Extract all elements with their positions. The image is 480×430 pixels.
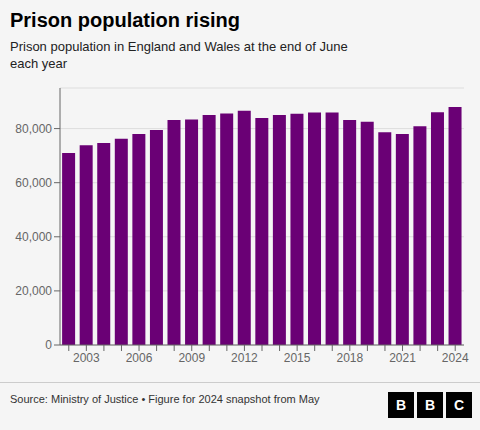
svg-text:2024: 2024: [442, 351, 469, 365]
html-text:Prison population rising: Prison population rising: [10, 9, 240, 31]
svg-text:40,000: 40,000: [15, 230, 52, 244]
html-text:Prison population in England a: Prison population in England and Wales a…: [10, 39, 348, 54]
html-text:B: B: [424, 397, 436, 413]
svg-text:2009: 2009: [178, 351, 205, 365]
svg-text:20,000: 20,000: [15, 284, 52, 298]
svg-text:2006: 2006: [126, 351, 153, 365]
html-text:each year: each year: [10, 56, 68, 71]
svg-text:2015: 2015: [284, 351, 311, 365]
html-text:C: C: [453, 397, 465, 413]
svg-text:2012: 2012: [231, 351, 258, 365]
svg-text:80,000: 80,000: [15, 122, 52, 136]
svg-text:2018: 2018: [336, 351, 363, 365]
svg-text:0: 0: [45, 338, 52, 352]
svg-text:2003: 2003: [73, 351, 100, 365]
svg-text:60,000: 60,000: [15, 176, 52, 190]
html-text:B: B: [395, 397, 407, 413]
html-text:Source: Ministry of Justice •: Source: Ministry of Justice • Figure for…: [10, 393, 320, 405]
svg-text:2021: 2021: [389, 351, 416, 365]
